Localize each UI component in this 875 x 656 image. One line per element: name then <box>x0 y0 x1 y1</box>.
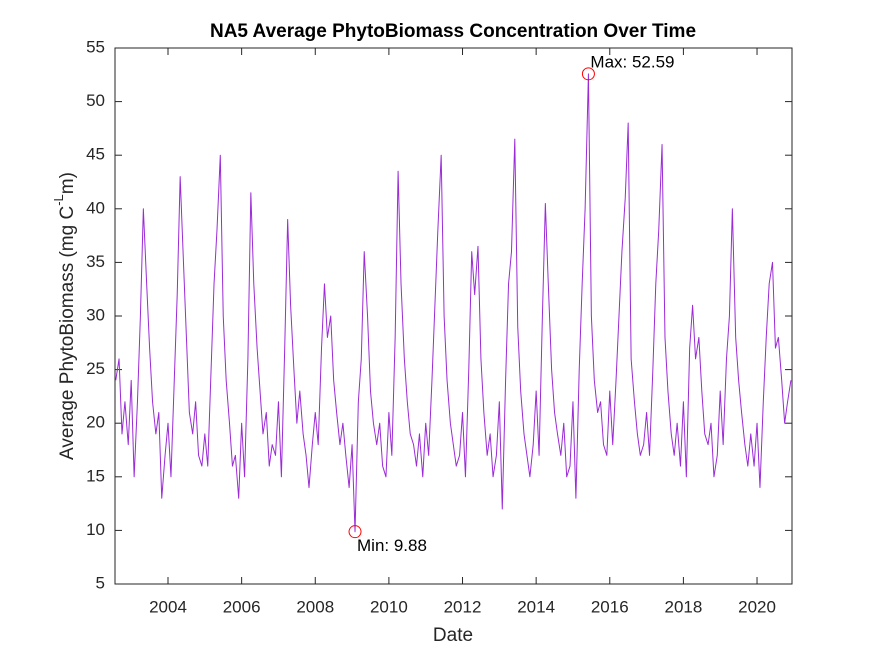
annotation: Min: 9.88 <box>357 536 427 555</box>
x-tick-label: 2008 <box>296 597 334 616</box>
y-tick-label: 25 <box>86 359 105 378</box>
x-tick-label: 2006 <box>223 597 261 616</box>
y-tick-label: 10 <box>86 520 105 539</box>
y-label-end: m) <box>57 172 78 194</box>
y-tick-label: 15 <box>86 466 105 485</box>
y-tick-label: 5 <box>96 573 105 592</box>
y-label-main: Average PhytoBiomass (mg C <box>57 206 78 460</box>
x-tick-label: 2014 <box>517 597 555 616</box>
x-tick-label: 2012 <box>444 597 482 616</box>
chart-title: NA5 Average PhytoBiomass Concentration O… <box>210 21 696 42</box>
y-tick-label: 40 <box>86 198 105 217</box>
y-axis-label: Average PhytoBiomass (mg C-Lm) <box>51 172 78 460</box>
y-tick-label: 55 <box>86 37 105 56</box>
x-tick-label: 2018 <box>664 597 702 616</box>
data-line <box>115 73 792 533</box>
y-tick-label: 50 <box>86 91 105 110</box>
extreme-marker <box>348 525 362 539</box>
x-tick-label: 2010 <box>370 597 408 616</box>
y-tick-label: 35 <box>86 252 105 271</box>
annotation: Max: 52.59 <box>590 52 674 71</box>
x-axis-label: Date <box>433 625 473 646</box>
y-label-sup: -L <box>51 194 66 206</box>
y-tick-label: 20 <box>86 413 105 432</box>
y-tick-label: 45 <box>86 145 105 164</box>
y-tick-label: 30 <box>86 305 105 324</box>
x-tick-label: 2004 <box>149 597 187 616</box>
x-tick-label: 2020 <box>738 597 776 616</box>
x-tick-label: 2016 <box>591 597 629 616</box>
extreme-marker <box>581 67 595 81</box>
